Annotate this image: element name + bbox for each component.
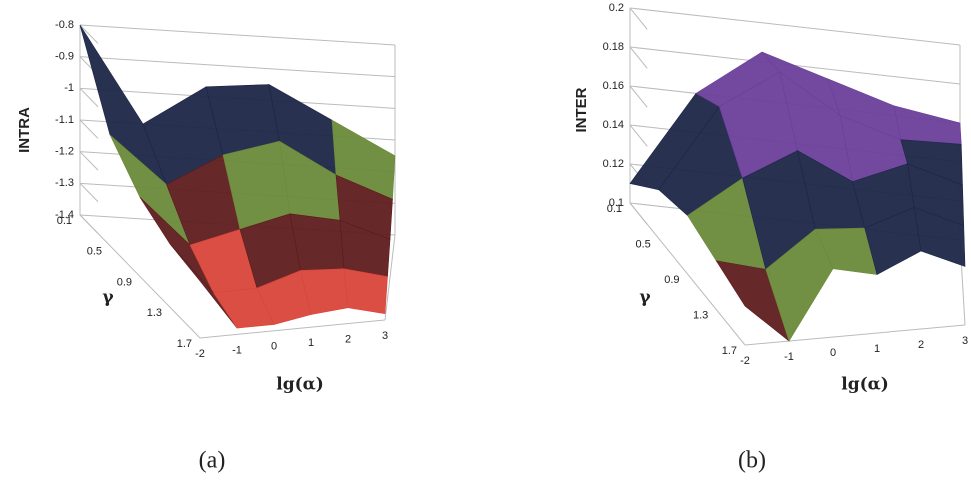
y-tick-label: 0.1 (57, 215, 72, 227)
x-tick-label: 0 (271, 341, 277, 353)
grid-line (629, 46, 648, 69)
surface-patch (893, 105, 962, 145)
y-tick-label: 1.3 (693, 309, 708, 321)
z-tick-label: -1 (64, 82, 74, 94)
z-tick-label: 0.14 (603, 119, 624, 131)
axis-line (384, 234, 396, 321)
axis-line (744, 324, 966, 346)
grid-line (79, 119, 99, 139)
grid-line (79, 56, 396, 78)
y-tick-label: 0.9 (117, 276, 132, 288)
surface-patch (343, 268, 388, 315)
z-axis-title: INTER (573, 87, 590, 132)
surface-patch (913, 206, 966, 267)
y-tick-label: 0.5 (635, 238, 650, 250)
y-tick-label: 0.1 (607, 203, 622, 215)
axis-line (629, 202, 746, 346)
grid-line (629, 7, 961, 46)
z-tick-label: -1.3 (55, 177, 74, 189)
caption: (b) (738, 448, 766, 474)
x-tick-label: -1 (232, 344, 242, 356)
z-tick-label: -0.9 (55, 51, 74, 63)
z-tick-label: 0.2 (609, 2, 624, 14)
y-tick-label: 1.7 (722, 345, 737, 357)
z-tick-label: -1.2 (55, 146, 74, 158)
y-tick-label: 0.5 (87, 246, 102, 258)
z-tick-label: 0.16 (603, 80, 624, 92)
z-axis-title: INTRA (16, 107, 33, 153)
x-tick-label: -2 (740, 355, 750, 367)
x-tick-label: 1 (874, 343, 880, 355)
caption: (a) (199, 448, 226, 474)
x-tick-label: 3 (382, 330, 388, 342)
grid-line (629, 85, 648, 108)
grid-line (629, 7, 648, 30)
axis-line (79, 214, 201, 339)
grid-line (79, 182, 99, 203)
x-tick-label: 2 (918, 339, 924, 351)
z-tick-label: -0.8 (55, 19, 74, 31)
x-axis-title: lg(α) (841, 375, 889, 395)
x-tick-label: 3 (962, 335, 968, 347)
z-tick-label: 0.1 (609, 197, 624, 209)
x-tick-label: 2 (345, 334, 351, 346)
grid-line (629, 124, 648, 147)
z-tick-label: 0.12 (603, 158, 624, 170)
x-axis-title: lg(α) (276, 375, 324, 395)
grid-line (79, 151, 99, 171)
grid-line (79, 24, 396, 46)
x-tick-label: 1 (308, 337, 314, 349)
x-tick-label: -1 (784, 351, 794, 363)
y-tick-label: 1.7 (177, 338, 192, 350)
axis-line (199, 319, 386, 339)
y-tick-label: 0.9 (664, 274, 679, 286)
grid-line (79, 24, 99, 44)
grid-line (79, 87, 99, 108)
z-tick-label: -1.1 (55, 114, 74, 126)
y-tick-label: 1.3 (147, 307, 162, 319)
z-tick-label: -1.4 (55, 209, 74, 221)
y-axis-title: γ (102, 288, 114, 308)
y-axis-title: γ (639, 288, 651, 308)
x-tick-label: -2 (195, 348, 205, 360)
z-tick-label: 0.18 (603, 41, 624, 53)
x-tick-label: 0 (830, 347, 836, 359)
